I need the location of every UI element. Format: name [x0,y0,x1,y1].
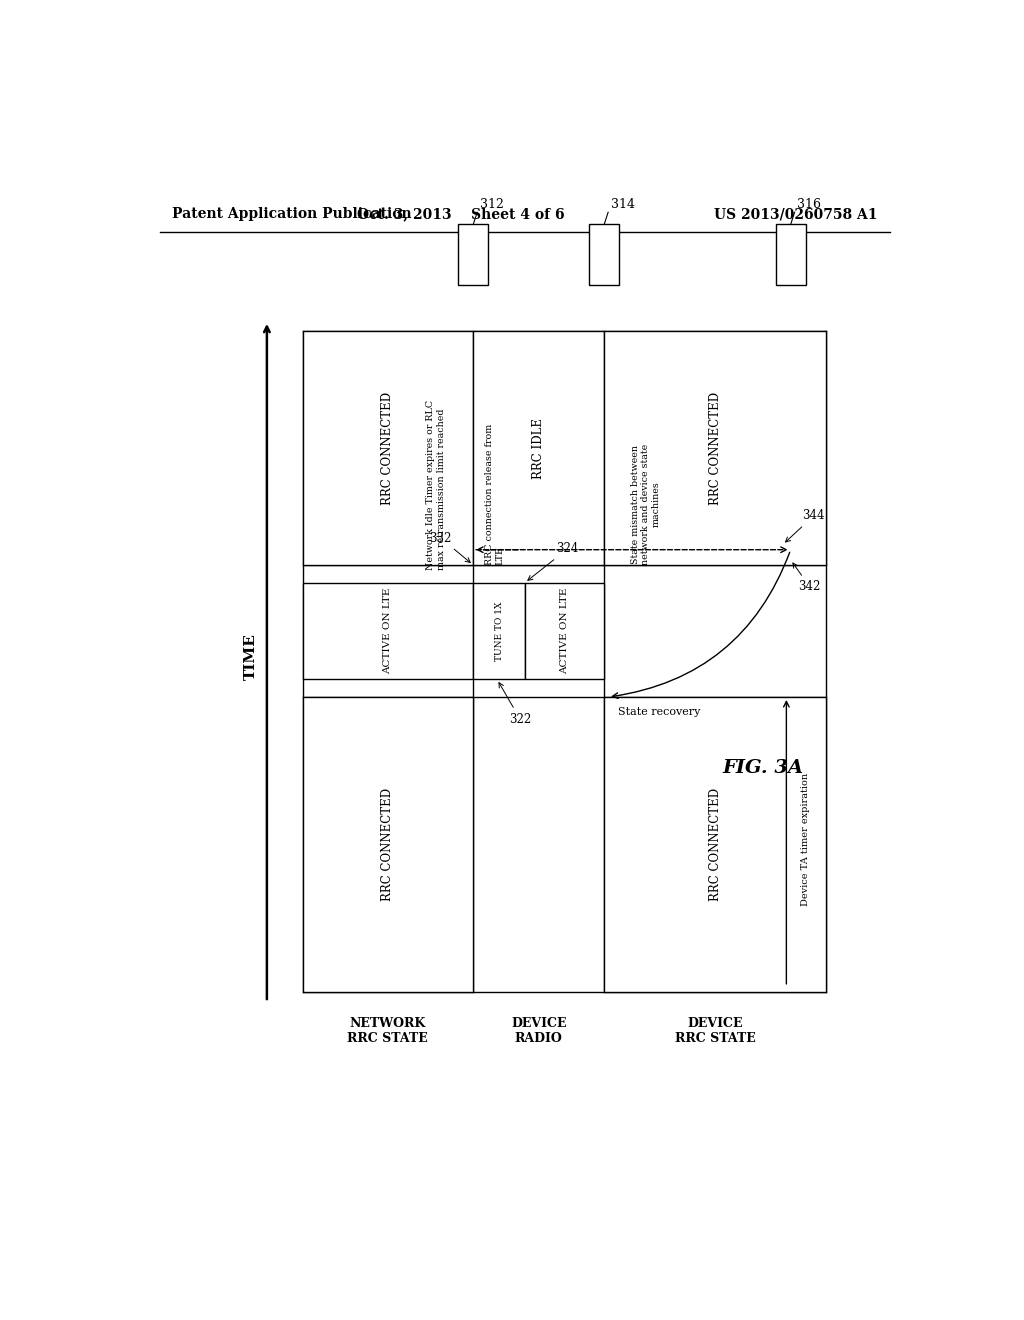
Bar [303,697,473,991]
Text: NETWORK
RRC STATE: NETWORK RRC STATE [347,1018,428,1045]
Bar [473,582,524,680]
Text: FIG. 3A: FIG. 3A [722,759,804,777]
Text: DEVICE
RADIO: DEVICE RADIO [511,1018,566,1045]
Text: TIME: TIME [244,634,258,680]
Text: 324: 324 [527,543,579,581]
Bar [458,224,488,285]
Bar [524,582,604,680]
Text: ACTIVE ON LTE: ACTIVE ON LTE [383,587,392,675]
Text: RRC CONNECTED: RRC CONNECTED [381,392,394,504]
Text: State recovery: State recovery [618,708,700,717]
Text: Oct. 3, 2013    Sheet 4 of 6: Oct. 3, 2013 Sheet 4 of 6 [357,207,565,222]
Text: 332: 332 [430,532,470,562]
Text: RRC IDLE: RRC IDLE [532,417,545,479]
Text: 312: 312 [479,198,504,211]
Text: RRC connection release from
LTE: RRC connection release from LTE [485,424,505,565]
Bar [589,224,620,285]
Bar [473,331,604,565]
Bar [775,224,806,285]
Text: 316: 316 [797,198,821,211]
Text: Patent Application Publication: Patent Application Publication [172,207,412,222]
Text: US 2013/0260758 A1: US 2013/0260758 A1 [715,207,878,222]
Bar [604,697,826,991]
Text: ACTIVE ON LTE: ACTIVE ON LTE [560,587,569,675]
Text: RRC CONNECTED: RRC CONNECTED [381,788,394,902]
Text: State mismatch between
network and device state
machines: State mismatch between network and devic… [631,444,660,565]
Text: Device TA timer expiration: Device TA timer expiration [801,772,810,906]
Text: 342: 342 [793,564,821,594]
Text: 344: 344 [785,510,825,543]
Bar [604,331,826,565]
Text: TUNE TO 1X: TUNE TO 1X [495,602,504,661]
Text: RRC CONNECTED: RRC CONNECTED [709,788,722,902]
Text: 314: 314 [610,198,635,211]
Text: RRC CONNECTED: RRC CONNECTED [709,392,722,504]
Text: DEVICE
RRC STATE: DEVICE RRC STATE [675,1018,756,1045]
Text: Network Idle Timer expires or RLC
max retransmission limit reached: Network Idle Timer expires or RLC max re… [426,400,445,570]
Text: 322: 322 [499,682,531,726]
Bar [303,331,473,565]
Bar [303,582,473,680]
